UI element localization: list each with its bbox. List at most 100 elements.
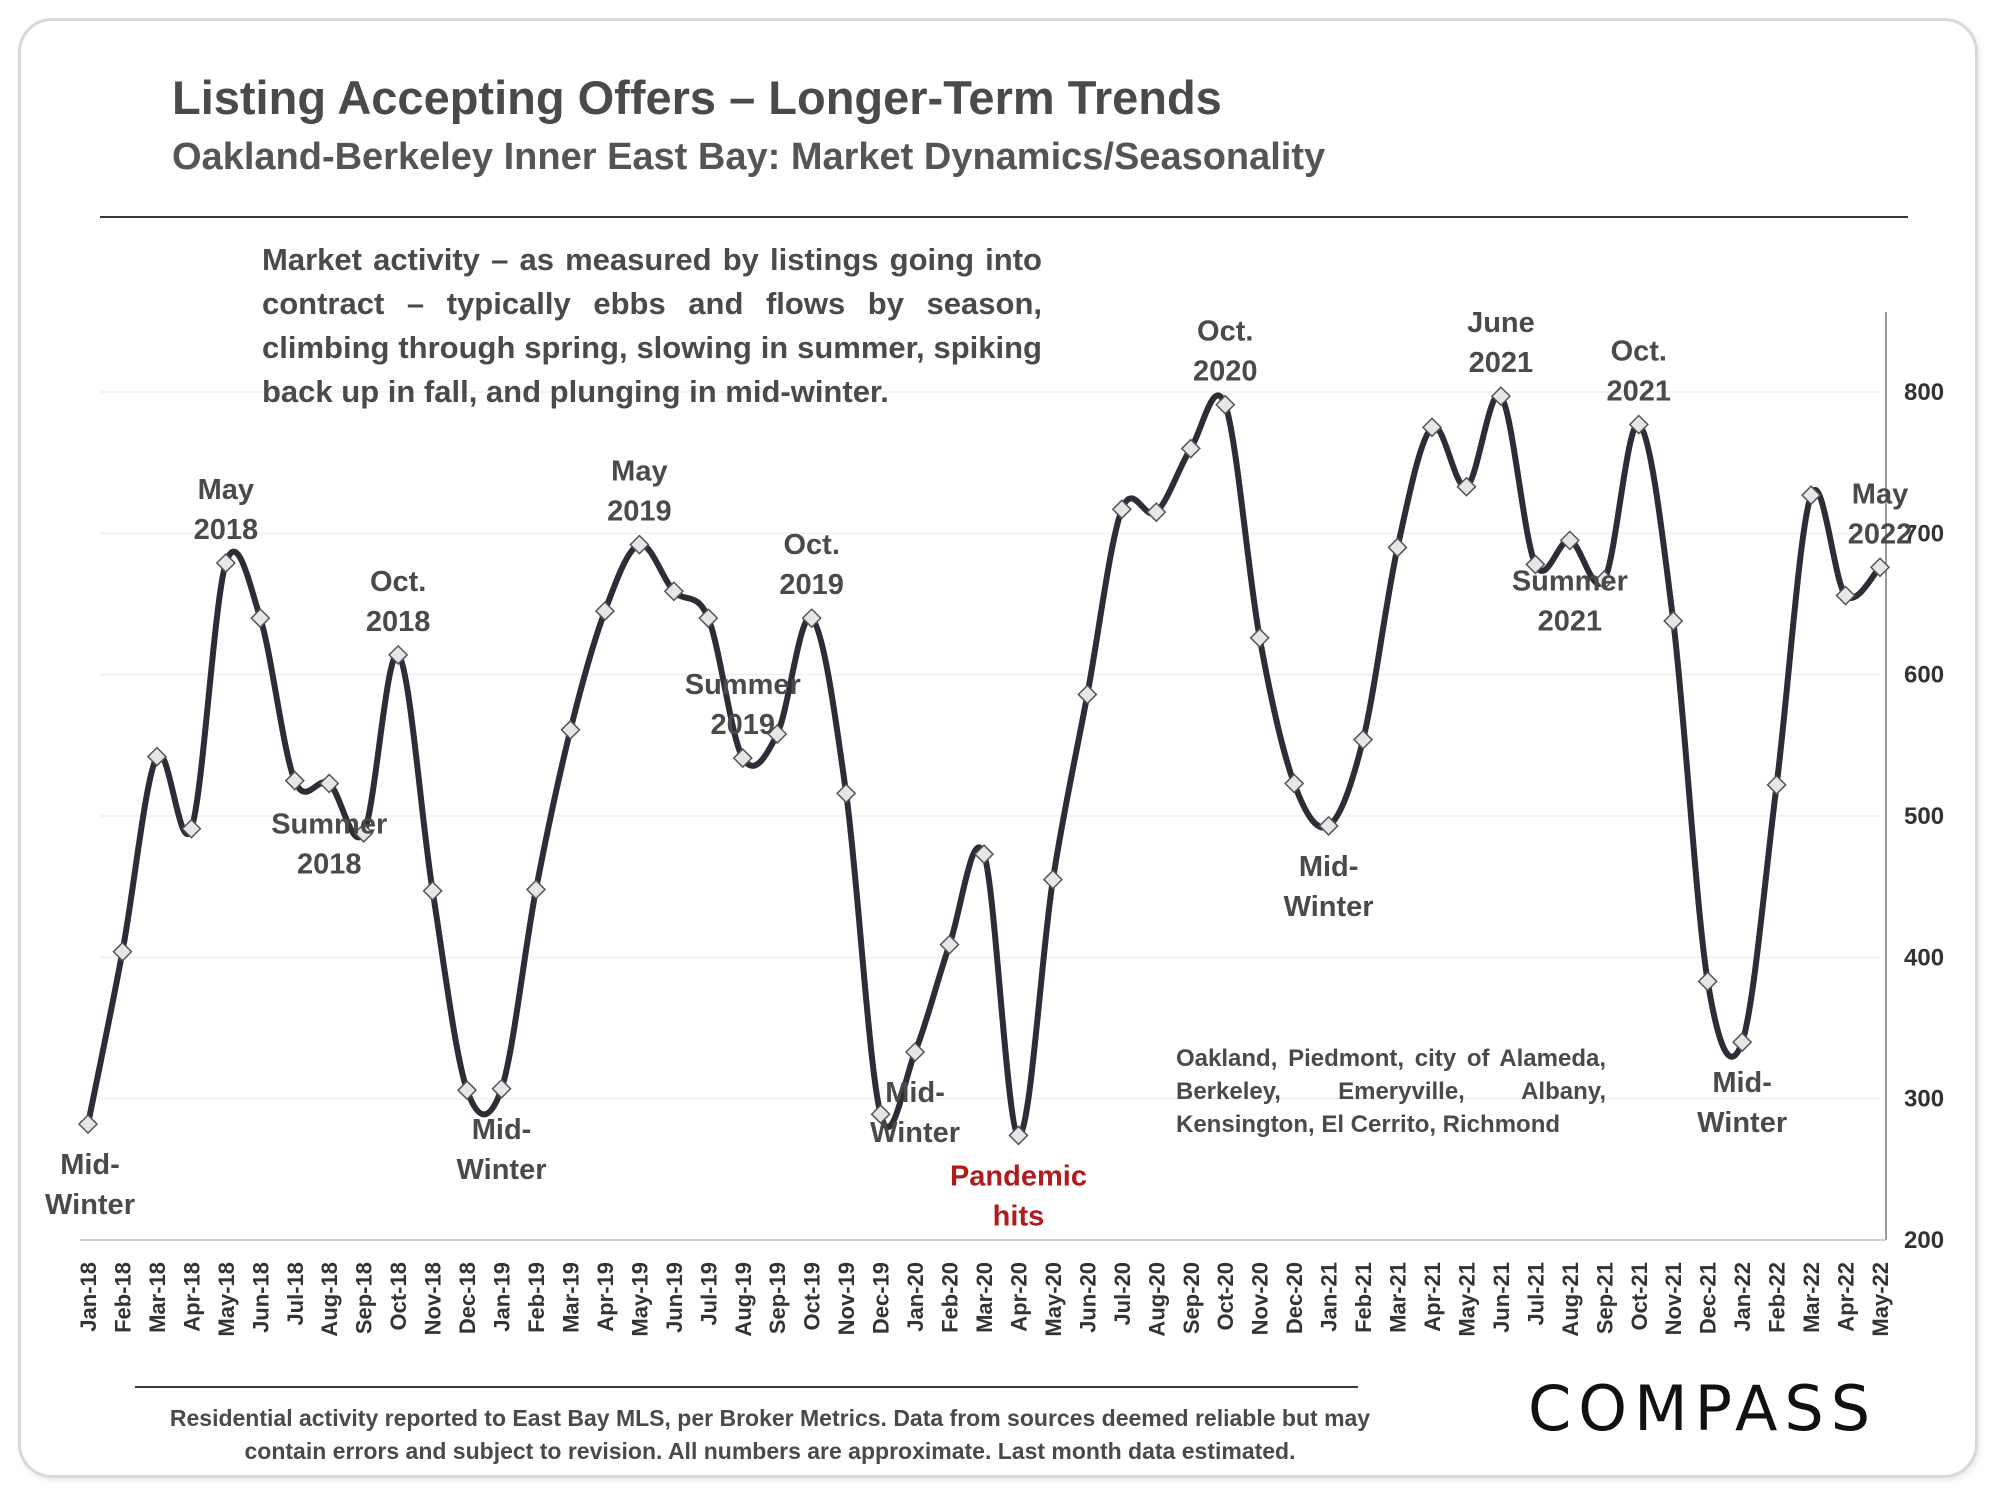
compass-logo: COMPASS — [1528, 1372, 1878, 1445]
x-tick-label: May-19 — [627, 1262, 652, 1337]
cities-note: Oakland, Piedmont, city of Alameda, Berk… — [1176, 1045, 1606, 1138]
annotation-text: Mid- — [60, 1149, 120, 1181]
annotation-text: Oct. — [783, 529, 839, 561]
x-tick-label: Jun-18 — [248, 1262, 273, 1333]
data-point — [836, 783, 857, 804]
x-tick-label: Aug-20 — [1144, 1262, 1169, 1337]
data-point — [767, 723, 788, 745]
annotation-label: Mid- Winter — [1697, 1067, 1787, 1139]
data-point — [1146, 502, 1167, 523]
annotation-text: Mid- — [885, 1077, 945, 1109]
y-tick-label: 800 — [1904, 379, 1944, 406]
x-tick-label: Aug-18 — [317, 1262, 342, 1337]
x-tick-label: May-18 — [214, 1262, 239, 1337]
x-tick-label: Jun-21 — [1489, 1262, 1514, 1333]
data-point — [112, 941, 133, 962]
annotation-text: 2021 — [1538, 605, 1603, 637]
annotation-text: Mid- — [472, 1114, 532, 1146]
data-point — [939, 934, 960, 955]
annotation-label: Pandemic hits — [950, 1160, 1087, 1232]
annotation-label: May 2019 — [607, 456, 672, 528]
annotation-text: 2021 — [1607, 376, 1672, 408]
x-tick-label: Mar-20 — [972, 1262, 997, 1333]
data-point — [284, 770, 305, 791]
x-tick-label: Oct-21 — [1627, 1262, 1652, 1330]
annotation-text: hits — [993, 1200, 1045, 1232]
annotation-text: 2018 — [194, 514, 259, 546]
y-tick-label: 200 — [1904, 1227, 1944, 1254]
x-tick-label: May-21 — [1454, 1262, 1479, 1337]
data-point — [1766, 774, 1787, 795]
x-tick-label: Mar-22 — [1799, 1262, 1824, 1333]
data-point — [422, 880, 443, 901]
x-tick-label: Oct-18 — [386, 1262, 411, 1330]
annotation-label: Oct. 2018 — [366, 566, 431, 638]
data-point — [1421, 417, 1443, 438]
annotation-text: 2020 — [1193, 356, 1258, 388]
annotation-text: Oct. — [370, 566, 426, 598]
annotation-text: Summer — [685, 669, 801, 701]
data-point — [732, 747, 753, 769]
annotation-label: May 2022 — [1848, 478, 1913, 550]
data-point — [215, 552, 236, 574]
annotation-text: Summer — [1512, 565, 1628, 597]
x-tick-label: Sep-21 — [1592, 1262, 1617, 1334]
x-tick-label: Sep-19 — [765, 1262, 790, 1334]
data-point — [1869, 557, 1891, 578]
data-point — [1249, 627, 1270, 648]
x-tick-label: Jul-20 — [1110, 1262, 1135, 1326]
annotation-text: Oct. — [1197, 316, 1253, 348]
source-footnote: Residential activity reported to East Ba… — [169, 1405, 1371, 1464]
x-tick-label: Nov-19 — [834, 1262, 859, 1335]
annotation-label: Mid- Winter — [870, 1077, 960, 1149]
data-point — [1525, 554, 1546, 575]
x-tick-label: Oct-19 — [800, 1262, 825, 1330]
annotation-label: Summer 2018 — [271, 808, 387, 880]
data-point — [146, 746, 167, 767]
x-tick-label: Feb-19 — [524, 1262, 549, 1333]
data-point — [1284, 773, 1305, 794]
annotation-text: 2022 — [1848, 518, 1913, 550]
x-tick-label: Oct-20 — [1213, 1262, 1238, 1330]
x-tick-label: Apr-18 — [179, 1262, 204, 1332]
annotation-text: Mid- — [1712, 1067, 1772, 1099]
data-point — [801, 608, 822, 629]
footer-divider — [135, 1386, 1358, 1388]
annotation-text: Winter — [457, 1154, 547, 1186]
y-tick-label: 400 — [1904, 944, 1944, 971]
annotation-text: 2019 — [779, 569, 844, 601]
annotation-text: May — [611, 456, 667, 488]
data-point — [525, 879, 547, 900]
y-tick-label: 700 — [1904, 520, 1944, 547]
x-tick-label: Jan-18 — [76, 1262, 101, 1332]
x-tick-label: Jun-19 — [662, 1262, 687, 1333]
data-point — [1663, 610, 1684, 632]
data-point — [457, 1080, 478, 1101]
annotation-text: Pandemic — [950, 1160, 1087, 1192]
annotation-label: Summer 2019 — [685, 669, 801, 741]
x-tick-label: May-22 — [1868, 1262, 1893, 1337]
data-point — [1008, 1125, 1029, 1146]
data-point — [1353, 729, 1374, 750]
x-tick-label: Jul-21 — [1523, 1262, 1548, 1326]
annotation-text: June — [1467, 307, 1535, 339]
annotation-label: Mid- Winter — [1284, 851, 1374, 923]
x-tick-label: Jan-21 — [1317, 1262, 1342, 1332]
data-point — [1490, 386, 1511, 407]
data-point — [663, 581, 684, 602]
data-point — [1077, 684, 1098, 705]
annotation-text: 2018 — [297, 848, 362, 880]
annotation-label: Oct. 2020 — [1193, 316, 1258, 388]
x-tick-label: Apr-21 — [1420, 1262, 1445, 1332]
x-tick-label: Jun-20 — [1075, 1262, 1100, 1333]
data-point — [1042, 869, 1063, 890]
x-tick-label: Nov-21 — [1661, 1262, 1686, 1335]
x-tick-label: Sep-20 — [1179, 1262, 1204, 1334]
data-point — [319, 773, 340, 794]
annotation-text: Winter — [1284, 891, 1374, 923]
data-point — [1318, 815, 1339, 836]
x-tick-label: Aug-21 — [1558, 1262, 1583, 1337]
data-point — [1215, 394, 1236, 415]
data-point — [1628, 414, 1649, 435]
x-tick-label: Apr-20 — [1006, 1262, 1031, 1332]
